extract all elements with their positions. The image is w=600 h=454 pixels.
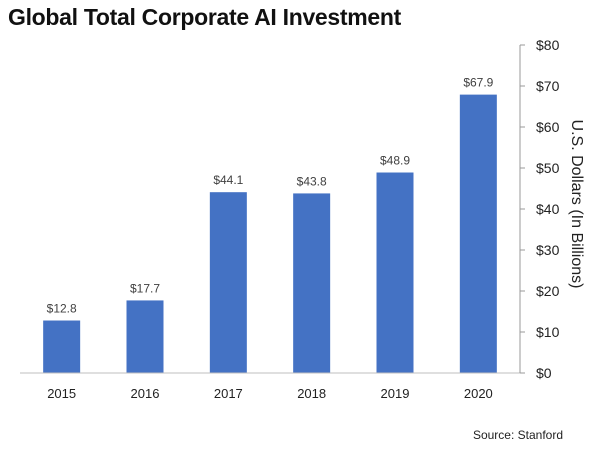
x-tick-label-2020: 2020: [464, 386, 493, 401]
data-labels-group: $12.8 $17.7 $44.1 $43.8 $48.9 $67.9: [47, 76, 494, 316]
data-label-2020: $67.9: [463, 76, 493, 90]
y-axis: $0 $10 $20 $30 $40 $50 $60 $70 $80: [519, 37, 560, 381]
bar-2017: [209, 192, 247, 373]
x-tick-label-2015: 2015: [47, 386, 76, 401]
data-label-2017: $44.1: [213, 173, 243, 187]
bar-2020: [459, 94, 497, 374]
x-tick-label-2019: 2019: [381, 386, 410, 401]
y-tick-label-60: $60: [536, 119, 560, 135]
x-axis: 2015 2016 2017 2018 2019 2020: [20, 372, 520, 401]
y-axis-label: U.S. Dollars (In Billions): [568, 120, 585, 289]
data-label-2016: $17.7: [130, 281, 160, 295]
x-tick-label-2018: 2018: [297, 386, 326, 401]
bar-2019: [376, 172, 414, 373]
y-tick-label-0: $0: [536, 365, 552, 381]
y-tick-label-20: $20: [536, 283, 560, 299]
y-tick-label-80: $80: [536, 37, 560, 53]
y-tick-label-30: $30: [536, 242, 560, 258]
y-tick-label-70: $70: [536, 78, 560, 94]
data-label-2015: $12.8: [47, 302, 77, 316]
data-label-2019: $48.9: [380, 154, 410, 168]
bar-2018: [293, 193, 331, 373]
bar-2015: [43, 320, 81, 373]
y-tick-label-10: $10: [536, 324, 560, 340]
y-tick-label-50: $50: [536, 160, 560, 176]
y-tick-label-40: $40: [536, 201, 560, 217]
chart-title: Global Total Corporate AI Investment: [8, 4, 402, 30]
data-label-2018: $43.8: [297, 174, 327, 188]
bars-group: [43, 94, 497, 374]
bar-2016: [126, 300, 164, 373]
source-note: Source: Stanford: [472, 428, 563, 442]
x-tick-label-2017: 2017: [214, 386, 243, 401]
x-tick-label-2016: 2016: [131, 386, 160, 401]
